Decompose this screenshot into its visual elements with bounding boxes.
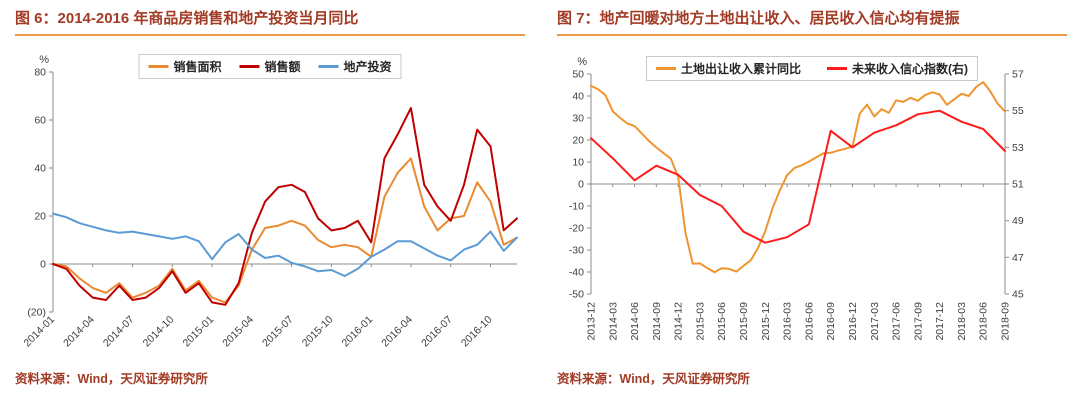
svg-text:30: 30 bbox=[572, 113, 584, 125]
figure6-legend: 销售面积 销售额 地产投资 bbox=[138, 54, 402, 79]
svg-text:2016-07: 2016-07 bbox=[419, 314, 455, 350]
figure7-legend: 土地出让收入累计同比 未来收入信心指数(右) bbox=[645, 56, 979, 81]
svg-text:20: 20 bbox=[572, 135, 584, 147]
figure7-line-chart: 50 40 30 20 10 0 -10 -20 -30 -40 -50 57 55 53 51 49 47 45… bbox=[569, 56, 1024, 341]
svg-text:2015-01: 2015-01 bbox=[180, 314, 216, 350]
investment-line-swatch bbox=[318, 65, 339, 68]
svg-text:%: % bbox=[39, 54, 49, 66]
sales-area-legend-label: 销售面积 bbox=[173, 60, 222, 74]
svg-text:2015-03: 2015-03 bbox=[694, 302, 706, 341]
svg-text:2014-04: 2014-04 bbox=[61, 314, 97, 350]
svg-text:10: 10 bbox=[572, 157, 584, 169]
svg-text:0: 0 bbox=[578, 179, 584, 191]
svg-text:2014-06: 2014-06 bbox=[629, 302, 641, 341]
svg-text:40: 40 bbox=[572, 91, 584, 103]
land-revenue-line-swatch bbox=[655, 67, 676, 70]
svg-text:40: 40 bbox=[34, 163, 46, 175]
svg-text:2016-03: 2016-03 bbox=[782, 302, 794, 341]
figure7-title: 图 7：地产回暖对地方土地出让收入、居民收入信心均有提振 bbox=[557, 10, 960, 27]
income-confidence-legend-label: 未来收入信心指数(右) bbox=[852, 62, 969, 76]
svg-text:60: 60 bbox=[34, 115, 46, 127]
svg-text:-30: -30 bbox=[569, 245, 584, 257]
svg-text:2014-01: 2014-01 bbox=[21, 314, 57, 350]
svg-text:2014-10: 2014-10 bbox=[141, 314, 177, 350]
figure6-orange-rule bbox=[15, 34, 525, 36]
land-revenue-legend-label: 土地出让收入累计同比 bbox=[680, 62, 802, 76]
figure7-source-note: 资料来源：Wind，天风证券研究所 bbox=[557, 372, 750, 386]
figure6-chart-area: 80 60 40 20 0 (20) 2014-01 2014-04 2014-07 2014-1… bbox=[15, 36, 525, 361]
svg-text:2015-12: 2015-12 bbox=[760, 302, 772, 341]
svg-text:2017-12: 2017-12 bbox=[934, 302, 946, 341]
svg-text:57: 57 bbox=[1012, 69, 1024, 81]
svg-text:-50: -50 bbox=[569, 289, 584, 301]
svg-text:47: 47 bbox=[1012, 252, 1024, 264]
svg-text:20: 20 bbox=[34, 211, 46, 223]
svg-text:50: 50 bbox=[572, 69, 584, 81]
svg-text:2013-12: 2013-12 bbox=[586, 302, 598, 341]
svg-text:%: % bbox=[577, 56, 587, 68]
svg-text:2017-03: 2017-03 bbox=[869, 302, 881, 341]
svg-text:2015-07: 2015-07 bbox=[260, 314, 296, 350]
svg-text:2015-10: 2015-10 bbox=[300, 314, 336, 350]
svg-text:-40: -40 bbox=[569, 267, 584, 279]
svg-text:2014-12: 2014-12 bbox=[673, 302, 685, 341]
figure7-chart-area: 50 40 30 20 10 0 -10 -20 -30 -40 -50 57 55 53 51 49 47 45… bbox=[557, 36, 1067, 361]
legend-item-investment: 地产投资 bbox=[318, 58, 392, 75]
svg-text:2014-09: 2014-09 bbox=[651, 302, 663, 341]
investment-legend-label: 地产投资 bbox=[343, 60, 392, 74]
svg-text:2017-06: 2017-06 bbox=[891, 302, 903, 341]
svg-text:45: 45 bbox=[1012, 289, 1024, 301]
svg-text:2014-03: 2014-03 bbox=[607, 302, 619, 341]
legend-item-income-confidence: 未来收入信心指数(右) bbox=[827, 60, 968, 77]
svg-text:(20): (20) bbox=[27, 307, 46, 319]
income-confidence-line-swatch bbox=[827, 67, 848, 70]
svg-text:2016-04: 2016-04 bbox=[379, 314, 415, 350]
figure6-source-note: 资料来源：Wind，天风证券研究所 bbox=[15, 372, 208, 386]
svg-text:2015-06: 2015-06 bbox=[716, 302, 728, 341]
svg-text:55: 55 bbox=[1012, 105, 1024, 117]
svg-text:-10: -10 bbox=[569, 201, 584, 213]
svg-text:2016-09: 2016-09 bbox=[825, 302, 837, 341]
legend-item-sales-area: 销售面积 bbox=[148, 58, 221, 75]
figure6-line-chart: 80 60 40 20 0 (20)2014-01 2014-04 2014-07 2014-1… bbox=[21, 54, 518, 350]
svg-text:2016-10: 2016-10 bbox=[459, 314, 495, 350]
svg-text:53: 53 bbox=[1012, 142, 1024, 154]
svg-text:2016-12: 2016-12 bbox=[847, 302, 859, 341]
sales-area-line-swatch bbox=[148, 65, 169, 68]
svg-text:0: 0 bbox=[40, 259, 46, 271]
figure6-title: 图 6：2014-2016 年商品房销售和地产投资当月同比 bbox=[15, 10, 359, 27]
legend-item-sales-value: 销售额 bbox=[239, 58, 301, 75]
figure7-panel: 图 7：地产回暖对地方土地出让收入、居民收入信心均有提振 50 40 30 20 10 0… bbox=[557, 8, 1067, 361]
svg-text:2018-06: 2018-06 bbox=[978, 302, 990, 341]
svg-text:2018-03: 2018-03 bbox=[956, 302, 968, 341]
svg-text:49: 49 bbox=[1012, 215, 1024, 227]
svg-text:2014-07: 2014-07 bbox=[101, 314, 137, 350]
figure6-panel: 图 6：2014-2016 年商品房销售和地产投资当月同比 80 60 40 20 0 (… bbox=[15, 8, 525, 361]
svg-text:2015-04: 2015-04 bbox=[220, 314, 256, 350]
sales-value-line-swatch bbox=[239, 65, 260, 68]
figure7-orange-rule bbox=[557, 34, 1067, 36]
svg-text:2017-09: 2017-09 bbox=[912, 302, 924, 341]
svg-text:51: 51 bbox=[1012, 179, 1024, 191]
legend-item-land-revenue: 土地出让收入累计同比 bbox=[655, 60, 802, 77]
svg-text:2016-06: 2016-06 bbox=[803, 302, 815, 341]
svg-text:2018-09: 2018-09 bbox=[1000, 302, 1012, 341]
svg-text:2016-01: 2016-01 bbox=[340, 314, 376, 350]
sales-value-legend-label: 销售额 bbox=[264, 60, 301, 74]
svg-text:80: 80 bbox=[34, 67, 46, 79]
svg-text:-20: -20 bbox=[569, 223, 584, 235]
svg-text:2015-09: 2015-09 bbox=[738, 302, 750, 341]
